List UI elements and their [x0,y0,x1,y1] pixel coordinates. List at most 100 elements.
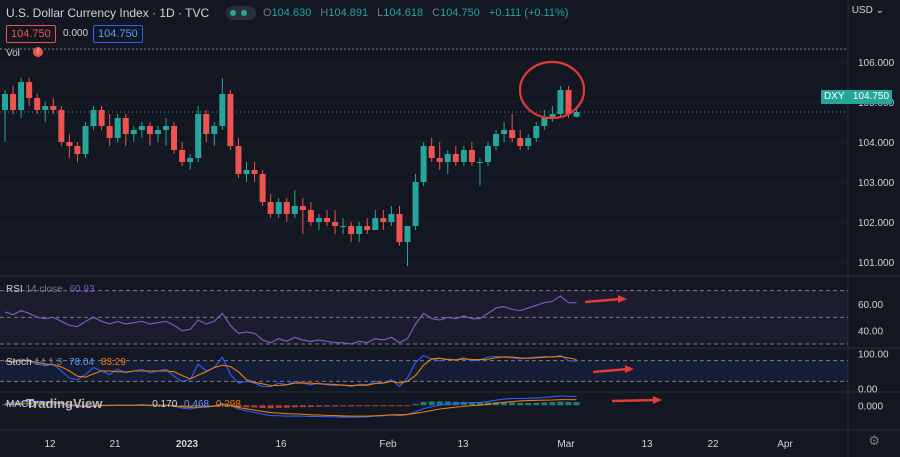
symbol-tag: DXY [824,91,845,102]
arrow-head [653,396,662,404]
open-label: O [263,7,272,19]
open-value: 104.630 [271,7,312,19]
macd-hist-bar [235,405,242,407]
stoch-legend[interactable]: Stoch 14 1 3 78.04 83.29 [6,357,126,368]
candle-body [227,94,234,146]
candle-body [452,154,459,162]
candle-body [332,222,339,226]
rsi-pane: 60.00 40.00 [0,290,883,345]
stoch-params: 14 1 3 [34,357,63,368]
macd-hist-bar [444,401,451,406]
candle-body [565,90,572,114]
candle-body [517,138,524,146]
macd-hist-bar [283,405,290,408]
stoch-label: Stoch [6,357,32,368]
macd-tick-label: 0.000 [858,401,883,412]
candle-body [549,114,556,118]
stoch-k-value: 78.04 [68,357,94,368]
sell-button[interactable]: 104.750 [6,25,56,43]
macd-hist-bar [50,404,57,406]
stoch-pane: 100.00 0.00 [0,350,889,395]
macd-hist-bar [412,403,419,406]
macd-hist-bar [179,405,186,407]
macd-hist-value: 0.170 [152,399,178,410]
rsi-label: RSI [6,284,23,295]
candle-body [364,226,371,230]
candle-body [388,214,395,222]
price-tick-label: 102.000 [858,218,895,229]
annotations [518,60,662,404]
candle-body [557,90,564,114]
macd-hist-bar [356,405,363,407]
warning-icon[interactable]: ! [33,47,43,57]
macd-hist-bar [476,402,483,406]
macd-hist-bar [509,402,516,406]
rsi-legend[interactable]: RSI 14 close 60.93 [6,284,95,295]
candle-body [2,94,8,110]
candle-body [412,182,419,226]
gear-icon[interactable]: ⚙ [868,433,880,448]
candle-body [163,126,169,130]
macd-hist-bar [388,405,395,407]
candle-body [122,118,129,134]
candle-body [50,106,57,110]
candle-body [380,218,387,222]
macd-hist-bar [307,405,314,407]
candle-body [307,210,314,222]
macd-hist-bar [340,405,347,407]
macd-pane: 0.000 [2,395,883,418]
ohlc-readout: O104.630 H104.891 L104.618 C104.750 +0.1… [263,7,574,19]
candle-body [348,226,355,234]
candle-body [493,134,500,146]
macd-hist-bar [26,403,33,406]
candle-body [460,150,467,162]
last-price-tag: DXY 104.750 [821,90,893,104]
candle-body [509,130,516,138]
candle-body [34,98,41,110]
macd-hist-bar [243,405,250,408]
candle-body [291,206,298,214]
macd-hist-bar [10,403,17,406]
macd-hist-bar [420,401,427,406]
candle-body [82,126,89,154]
time-tick-label: 21 [109,439,121,450]
macd-signal-value: 0.298 [215,399,241,410]
candle-body [299,206,306,210]
candle-body [195,114,202,158]
macd-hist-bar [291,405,298,408]
chart-title[interactable]: U.S. Dollar Currency Index · 1D · TVC [6,6,210,20]
arrow-head [618,295,627,303]
dot-icon [241,10,247,16]
rsi-params: 14 close [25,284,63,295]
candle-body [138,126,145,130]
volume-label[interactable]: Vol [6,48,20,59]
candles [2,78,580,266]
time-axis: 12 21 2023 16 Feb 13 Mar 13 22 Apr [44,439,793,450]
price-tick-label: 103.000 [858,178,895,189]
buy-button[interactable]: 104.750 [93,25,143,43]
candle-body [26,82,33,98]
candle-body [187,158,194,162]
macd-hist-bar [501,401,508,406]
candle-body [396,214,403,242]
macd-hist-bar [195,405,202,407]
candle-body [66,142,73,146]
stoch-tick-label: 0.00 [858,384,878,395]
high-label: H [320,7,329,19]
candle-body [372,218,379,230]
currency-selector[interactable]: USD ⌄ [852,5,884,16]
visibility-toggle[interactable] [226,6,256,20]
macd-legend[interactable]: MACD 0.170 0.468 0.298 [6,399,241,410]
candle-body [533,126,540,138]
candle-body [130,130,137,134]
candle-body [315,218,322,222]
macd-hist-bar [557,401,564,406]
macd-hist-bar [348,405,355,407]
arrow-shaft [611,398,657,403]
macd-line-value: 0.468 [184,399,210,410]
candle-body [476,162,483,163]
currency-label: USD [851,5,873,16]
macd-hist-bar [436,401,443,406]
macd-hist-bar [324,405,330,407]
